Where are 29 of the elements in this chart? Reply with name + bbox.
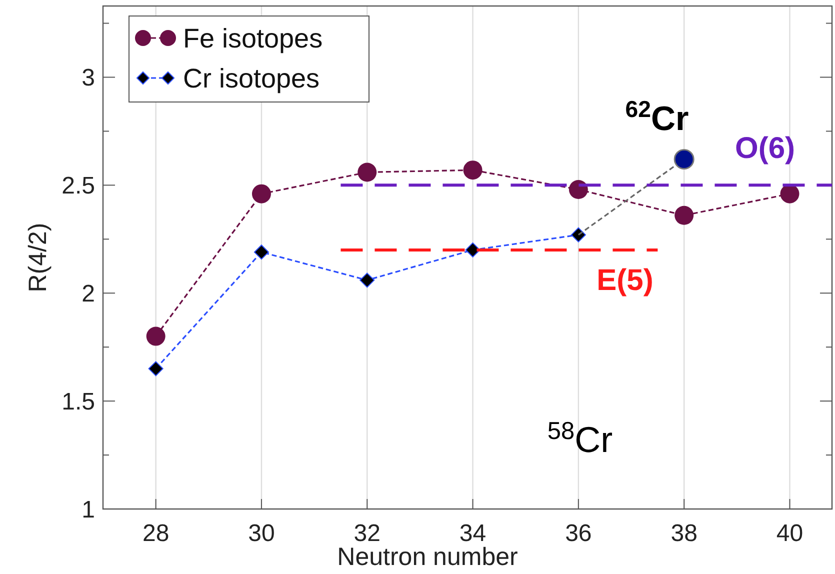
x-tick-label: 38 bbox=[670, 520, 698, 547]
point bbox=[674, 206, 694, 225]
x-tick-label: 36 bbox=[565, 520, 592, 547]
legend-label: Cr isotopes bbox=[183, 63, 320, 94]
x-tick-label: 40 bbox=[776, 520, 804, 547]
x-tick-label: 30 bbox=[248, 520, 275, 547]
x-tick-label: 28 bbox=[142, 520, 170, 547]
y-tick-label: 3 bbox=[82, 64, 95, 92]
y-axis-title: R(4/2) bbox=[24, 222, 52, 292]
point bbox=[254, 244, 269, 260]
annotation: E(5) bbox=[596, 264, 654, 297]
point bbox=[146, 326, 166, 346]
annotation: $^{58}$Cr bbox=[547, 418, 613, 460]
y-tick-label: 2 bbox=[82, 280, 95, 308]
point bbox=[463, 160, 482, 180]
y-tick-label: 1 bbox=[82, 496, 95, 524]
point bbox=[570, 227, 586, 242]
legend-label: Fe isotopes bbox=[183, 23, 323, 54]
point bbox=[568, 180, 588, 199]
point bbox=[148, 361, 164, 376]
y-tick-label: 2.5 bbox=[62, 172, 95, 200]
y-tick-label: 1.5 bbox=[62, 388, 95, 416]
annotation: O(6) bbox=[735, 132, 795, 165]
point bbox=[674, 149, 694, 170]
annotation: $^{62}$Cr bbox=[625, 96, 689, 138]
point bbox=[358, 162, 377, 182]
point bbox=[360, 272, 375, 288]
point bbox=[465, 242, 480, 258]
point bbox=[252, 184, 271, 204]
